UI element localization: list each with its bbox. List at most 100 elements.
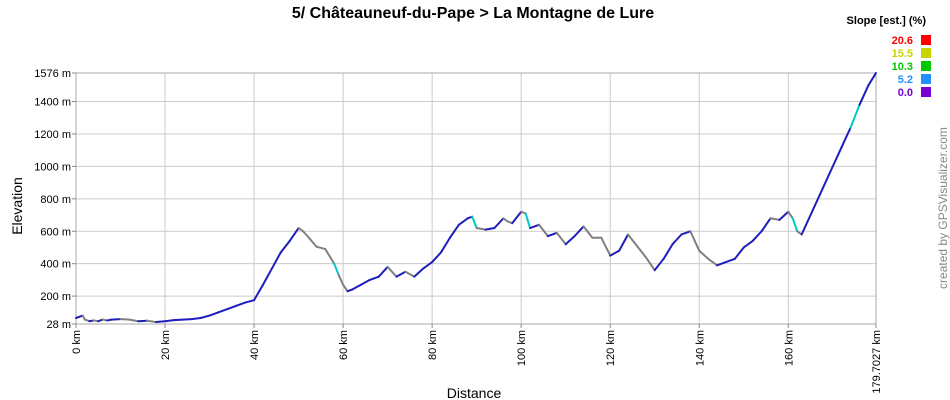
elevation-segment bbox=[261, 267, 273, 286]
elevation-segment bbox=[867, 72, 877, 87]
elevation-segment bbox=[840, 126, 852, 148]
elevation-segment bbox=[431, 251, 443, 264]
elevation-segment bbox=[573, 225, 585, 238]
y-axis-ticks: 28 m 200 m 400 m 600 m 800 m 1000 m 1200 m 1400… bbox=[34, 68, 76, 331]
elevation-segment bbox=[253, 283, 264, 302]
elevation-segment bbox=[733, 246, 745, 260]
elevation-segment bbox=[529, 223, 540, 230]
elevation-segment bbox=[342, 283, 349, 293]
chart-title: 5/ Châteauneuf-du-Pape > La Montagne de … bbox=[292, 5, 654, 22]
legend-swatch bbox=[921, 87, 931, 97]
elevation-segment bbox=[377, 265, 389, 278]
y-tick-label: 600 m bbox=[40, 226, 71, 238]
elevation-segment bbox=[600, 236, 612, 257]
elevation-segment bbox=[849, 103, 861, 129]
x-tick-label: 20 km bbox=[160, 330, 172, 360]
elevation-segment bbox=[493, 217, 505, 230]
elevation-segment bbox=[413, 267, 425, 278]
elevation-segment bbox=[524, 212, 532, 230]
elevation-segment bbox=[742, 239, 754, 249]
elevation-segment bbox=[404, 270, 416, 278]
legend-value: 10.3 bbox=[892, 61, 913, 73]
x-tick-label: 60 km bbox=[338, 330, 350, 360]
legend-items: 20.615.510.35.20.0 bbox=[892, 35, 931, 99]
elevation-segment bbox=[386, 265, 398, 278]
x-axis-ticks: 0 km 20 km 40 km 60 km 80 km 100 km 120 km 140 … bbox=[71, 324, 883, 394]
elevation-segment bbox=[337, 274, 345, 286]
elevation-segment bbox=[395, 270, 407, 278]
elevation-segment bbox=[627, 233, 638, 247]
elevation-segment bbox=[805, 204, 816, 226]
x-tick-label: 40 km bbox=[249, 330, 261, 360]
elevation-segment bbox=[448, 223, 460, 239]
elevation-segment bbox=[288, 227, 300, 242]
y-tick-label: 1200 m bbox=[34, 129, 71, 141]
elevation-segment bbox=[609, 249, 621, 257]
x-tick-label: 120 km bbox=[605, 330, 617, 366]
elevation-line bbox=[75, 72, 877, 324]
legend-swatch bbox=[921, 48, 931, 58]
elevation-segment bbox=[582, 225, 594, 239]
elevation-segment bbox=[302, 230, 309, 238]
x-axis-label: Distance bbox=[447, 385, 502, 400]
elevation-segment bbox=[279, 239, 291, 254]
elevation-segment bbox=[226, 304, 238, 311]
elevation-segment bbox=[662, 243, 674, 260]
elevation-segment bbox=[315, 245, 327, 251]
elevation-segment bbox=[546, 231, 558, 238]
elevation-segment bbox=[769, 217, 781, 221]
elevation-segment bbox=[680, 230, 692, 236]
y-tick-label: 1000 m bbox=[34, 161, 71, 173]
elevation-segment bbox=[778, 210, 790, 221]
elevation-segment bbox=[760, 217, 772, 233]
elevation-segment bbox=[190, 317, 202, 321]
slope-legend: Slope [est.] (%) 20.615.510.35.20.0 bbox=[847, 15, 931, 99]
elevation-segment bbox=[208, 311, 220, 317]
legend-swatch bbox=[921, 74, 931, 84]
elevation-segment bbox=[791, 217, 799, 233]
elevation-segment bbox=[155, 320, 167, 324]
elevation-segment bbox=[689, 230, 701, 252]
elevation-segment bbox=[484, 227, 496, 231]
elevation-segment bbox=[128, 318, 140, 323]
legend-value: 5.2 bbox=[898, 74, 913, 86]
x-tick-label: 179.7027 km bbox=[871, 330, 883, 394]
elevation-segment bbox=[671, 233, 683, 246]
y-tick-label: 1576 m bbox=[34, 68, 71, 80]
legend-value: 15.5 bbox=[892, 48, 913, 60]
elevation-segment bbox=[618, 233, 630, 252]
y-tick-label: 800 m bbox=[40, 194, 71, 206]
elevation-segment bbox=[724, 257, 736, 264]
elevation-segment bbox=[368, 275, 380, 281]
elevation-segment bbox=[698, 249, 710, 260]
elevation-segment bbox=[800, 223, 808, 236]
elevation-segment bbox=[822, 165, 834, 187]
elevation-segment bbox=[324, 248, 336, 265]
elevation-segment bbox=[235, 301, 247, 307]
elevation-segment bbox=[146, 319, 158, 324]
legend-swatch bbox=[921, 61, 931, 71]
elevation-segment bbox=[244, 299, 256, 304]
elevation-segment bbox=[511, 210, 523, 225]
x-tick-label: 0 km bbox=[71, 330, 83, 354]
legend-title: Slope [est.] (%) bbox=[847, 15, 927, 27]
y-tick-label: 1400 m bbox=[34, 97, 71, 109]
elevation-segment bbox=[653, 257, 665, 272]
x-tick-label: 140 km bbox=[694, 330, 706, 366]
y-tick-label: 200 m bbox=[40, 291, 71, 303]
elevation-segment bbox=[858, 84, 870, 106]
elevation-segment bbox=[270, 251, 282, 270]
elevation-segment bbox=[217, 308, 229, 314]
elevation-segment bbox=[644, 256, 656, 272]
elevation-segment bbox=[564, 235, 576, 246]
elevation-segment bbox=[555, 231, 567, 246]
y-tick-label: 28 m bbox=[47, 319, 71, 331]
elevation-segment bbox=[164, 319, 175, 323]
elevation-segment bbox=[751, 230, 763, 242]
legend-value: 20.6 bbox=[892, 35, 913, 47]
elevation-segment bbox=[333, 262, 340, 277]
elevation-segment bbox=[831, 145, 843, 168]
elevation-segment bbox=[440, 236, 451, 254]
y-tick-label: 400 m bbox=[40, 259, 71, 271]
